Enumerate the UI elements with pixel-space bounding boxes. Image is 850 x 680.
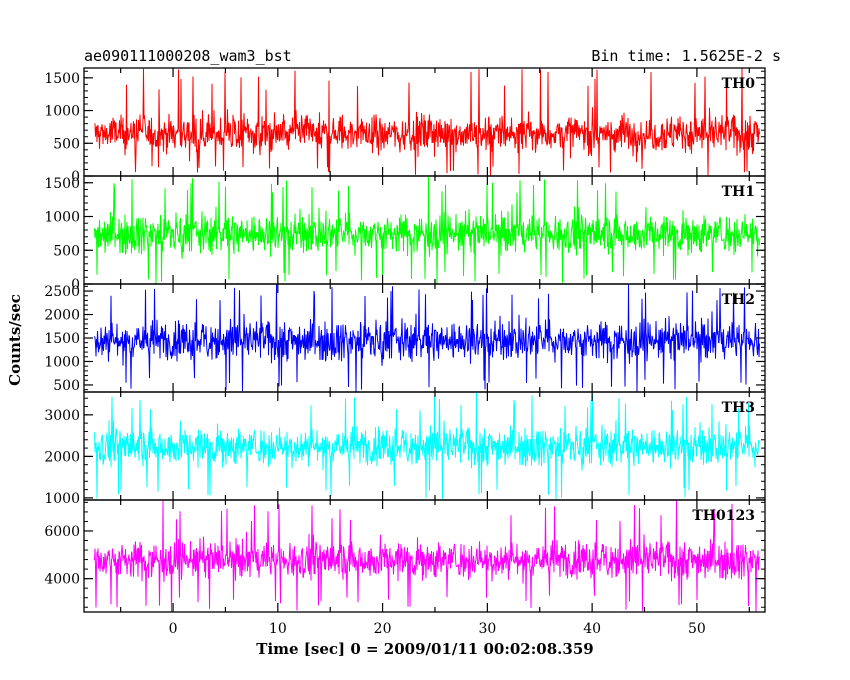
series-th0 — [94, 68, 760, 176]
y-axis-label: Counts/sec — [6, 294, 24, 386]
y-tick-label: 1500 — [44, 176, 80, 192]
panel-th2: 500 1000 1500 2000 2500 TH2 — [44, 283, 766, 394]
x-tick-label: 0 — [169, 621, 178, 637]
panel-frame — [83, 499, 766, 613]
y-tick-label: 500 — [53, 136, 80, 152]
y-tick-label: 6000 — [44, 524, 80, 540]
x-tick-label: 30 — [478, 621, 496, 637]
panel-label-th2: TH2 — [722, 292, 755, 308]
x-tick-label: 50 — [688, 621, 706, 637]
y-tick-label: 500 — [53, 378, 80, 394]
y-tick-label: 2000 — [44, 449, 80, 465]
y-tick-label: 1500 — [44, 71, 80, 87]
x-axis: 0 10 20 30 40 50 — [169, 621, 706, 637]
x-tick-label: 40 — [583, 621, 601, 637]
series-th2 — [94, 284, 760, 392]
figure-title: ae090111000208_wam3_bst — [84, 47, 292, 65]
series-th1 — [94, 176, 760, 284]
y-tick-label: 0 — [71, 277, 80, 293]
panel-label-th0: TH0 — [722, 76, 756, 92]
y-tick-label: 1000 — [44, 491, 80, 507]
y-tick-label: 3000 — [44, 408, 80, 424]
bin-time-label: Bin time: 1.5625E-2 s — [591, 47, 781, 65]
y-tick-label: 1000 — [44, 210, 80, 226]
panel-th0: 0 500 1000 1500 TH0 — [44, 67, 766, 185]
panel-label-th3: TH3 — [722, 400, 755, 416]
panel-th1: 0 500 1000 1500 TH1 — [44, 175, 766, 293]
series-th0123 — [94, 500, 760, 612]
x-axis-label: Time [sec] 0 = 2009/01/11 00:02:08.359 — [256, 640, 593, 658]
y-tick-label: 4000 — [44, 572, 80, 588]
panel-label-th1: TH1 — [722, 184, 755, 200]
y-tick-label: 2000 — [44, 308, 80, 324]
panel-label-th0123: TH0123 — [692, 508, 755, 524]
y-tick-label: 500 — [53, 243, 80, 259]
x-tick-label: 10 — [269, 621, 287, 637]
y-tick-label: 1000 — [44, 354, 80, 370]
y-tick-label: 1500 — [44, 331, 80, 347]
panels-group: 0 500 1000 1500 TH0 0 500 1000 1500 TH1 500 1000 150… — [44, 67, 766, 613]
y-tick-label: 0 — [71, 169, 80, 185]
panel-th3: 1000 2000 3000 TH3 — [44, 391, 766, 507]
x-tick-label: 20 — [374, 621, 392, 637]
series-th3 — [94, 392, 760, 500]
y-tick-label: 1000 — [44, 104, 80, 120]
panel-th0123: 4000 6000 TH0123 — [44, 499, 766, 613]
y-tick-label: 2500 — [44, 284, 80, 300]
